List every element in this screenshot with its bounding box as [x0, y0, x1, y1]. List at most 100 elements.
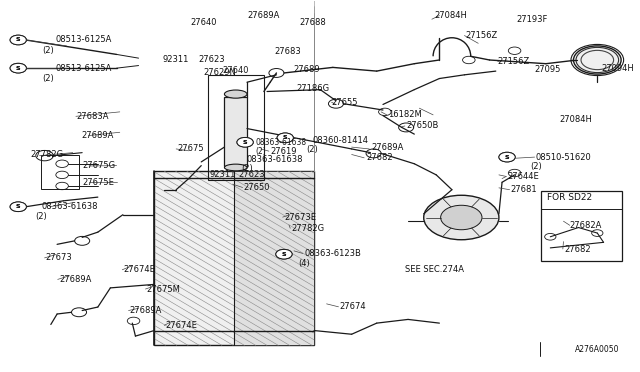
Text: 27623: 27623: [198, 55, 225, 64]
Ellipse shape: [225, 90, 247, 98]
Text: 27675M: 27675M: [147, 285, 180, 294]
Text: 08363-61638: 08363-61638: [42, 202, 98, 211]
Text: FOR SD22: FOR SD22: [547, 193, 592, 202]
Text: S: S: [243, 140, 248, 145]
Text: 27688: 27688: [299, 18, 326, 27]
Text: 27156Z: 27156Z: [498, 57, 530, 66]
Text: 27689A: 27689A: [81, 131, 113, 140]
Bar: [234, 171, 314, 345]
Text: (2): (2): [36, 212, 47, 221]
Bar: [42, 155, 79, 189]
Text: 27675E: 27675E: [83, 178, 115, 187]
Text: 08510-51620: 08510-51620: [536, 153, 591, 161]
Text: 27655: 27655: [331, 98, 358, 107]
Bar: [207, 75, 264, 180]
Text: 27644E: 27644E: [508, 172, 540, 181]
Circle shape: [277, 133, 293, 142]
Text: 27650B: 27650B: [406, 122, 438, 131]
Text: 27193F: 27193F: [516, 16, 548, 25]
Text: 27689A: 27689A: [371, 143, 403, 152]
Circle shape: [10, 63, 26, 73]
Text: 27782G: 27782G: [31, 150, 64, 159]
Circle shape: [10, 35, 26, 45]
Text: 27095: 27095: [534, 65, 561, 74]
Text: (2): (2): [241, 164, 253, 173]
Text: 27675: 27675: [177, 144, 204, 153]
Bar: [541, 191, 622, 261]
Text: 08513-6125A: 08513-6125A: [55, 64, 111, 73]
Text: S: S: [16, 204, 20, 209]
Circle shape: [499, 152, 515, 162]
Text: 92311: 92311: [163, 55, 189, 64]
Text: 27682: 27682: [564, 244, 591, 253]
Text: 27674: 27674: [340, 302, 366, 311]
Text: A276A0050: A276A0050: [575, 345, 620, 354]
Circle shape: [10, 35, 26, 45]
Circle shape: [499, 152, 515, 162]
Text: 08363-61638: 08363-61638: [255, 138, 307, 147]
Text: S: S: [243, 140, 248, 145]
Circle shape: [237, 137, 253, 147]
Text: 92311: 92311: [210, 170, 236, 179]
Text: 08513-6125A: 08513-6125A: [55, 35, 111, 45]
Text: 27689A: 27689A: [247, 11, 279, 20]
Circle shape: [10, 202, 26, 212]
Text: S: S: [282, 252, 286, 257]
Text: 27629N: 27629N: [203, 68, 236, 77]
Text: (2): (2): [307, 145, 318, 154]
Circle shape: [276, 249, 292, 259]
Circle shape: [276, 249, 292, 259]
Text: S: S: [16, 38, 20, 42]
Text: 16182M: 16182M: [388, 110, 422, 119]
Text: 27673E: 27673E: [284, 213, 316, 222]
Text: 27623: 27623: [238, 170, 265, 179]
Circle shape: [277, 133, 293, 142]
Text: 27094H: 27094H: [601, 64, 634, 73]
Text: 27689A: 27689A: [130, 306, 162, 315]
Text: 27683: 27683: [274, 47, 301, 56]
Text: 27640: 27640: [190, 18, 216, 27]
Text: 27683A: 27683A: [76, 112, 108, 121]
Text: S: S: [505, 155, 509, 160]
Text: (2): (2): [42, 74, 54, 83]
Text: 08363-6123B: 08363-6123B: [304, 249, 361, 258]
Bar: [154, 171, 314, 345]
Text: 27186G: 27186G: [296, 84, 330, 93]
Text: 27689: 27689: [293, 65, 320, 74]
Text: 27674E: 27674E: [166, 321, 197, 330]
Text: S: S: [283, 135, 287, 140]
Text: S: S: [16, 65, 20, 71]
Text: 27673: 27673: [46, 253, 72, 262]
Text: S: S: [16, 65, 20, 71]
Text: SEE SEC.274A: SEE SEC.274A: [406, 265, 465, 274]
Text: 27156Z: 27156Z: [466, 31, 498, 40]
Text: 27782G: 27782G: [291, 224, 324, 233]
Text: 08360-81414: 08360-81414: [312, 135, 368, 145]
Circle shape: [440, 205, 482, 230]
Text: 27084H: 27084H: [560, 115, 593, 124]
Bar: [225, 97, 247, 166]
Text: 27681: 27681: [511, 185, 538, 194]
Text: S: S: [505, 155, 509, 160]
Text: S: S: [282, 252, 286, 257]
Text: 27619: 27619: [270, 147, 297, 155]
Text: 27689A: 27689A: [59, 275, 92, 284]
Text: 27674E: 27674E: [124, 265, 156, 274]
Text: S: S: [16, 38, 20, 42]
Text: S: S: [16, 204, 20, 209]
Circle shape: [10, 63, 26, 73]
Text: (2): (2): [530, 162, 542, 171]
Text: 27640: 27640: [223, 66, 249, 75]
Text: 27675G: 27675G: [83, 161, 116, 170]
Text: S: S: [283, 135, 287, 140]
Ellipse shape: [225, 164, 247, 171]
Text: 08363-61638: 08363-61638: [247, 155, 303, 164]
Text: (4): (4): [298, 259, 310, 268]
Circle shape: [573, 46, 621, 74]
Text: (2): (2): [42, 46, 54, 55]
Circle shape: [424, 195, 499, 240]
Circle shape: [237, 137, 253, 147]
Circle shape: [10, 202, 26, 212]
Text: 27682A: 27682A: [570, 221, 602, 230]
Text: 27650: 27650: [244, 183, 270, 192]
